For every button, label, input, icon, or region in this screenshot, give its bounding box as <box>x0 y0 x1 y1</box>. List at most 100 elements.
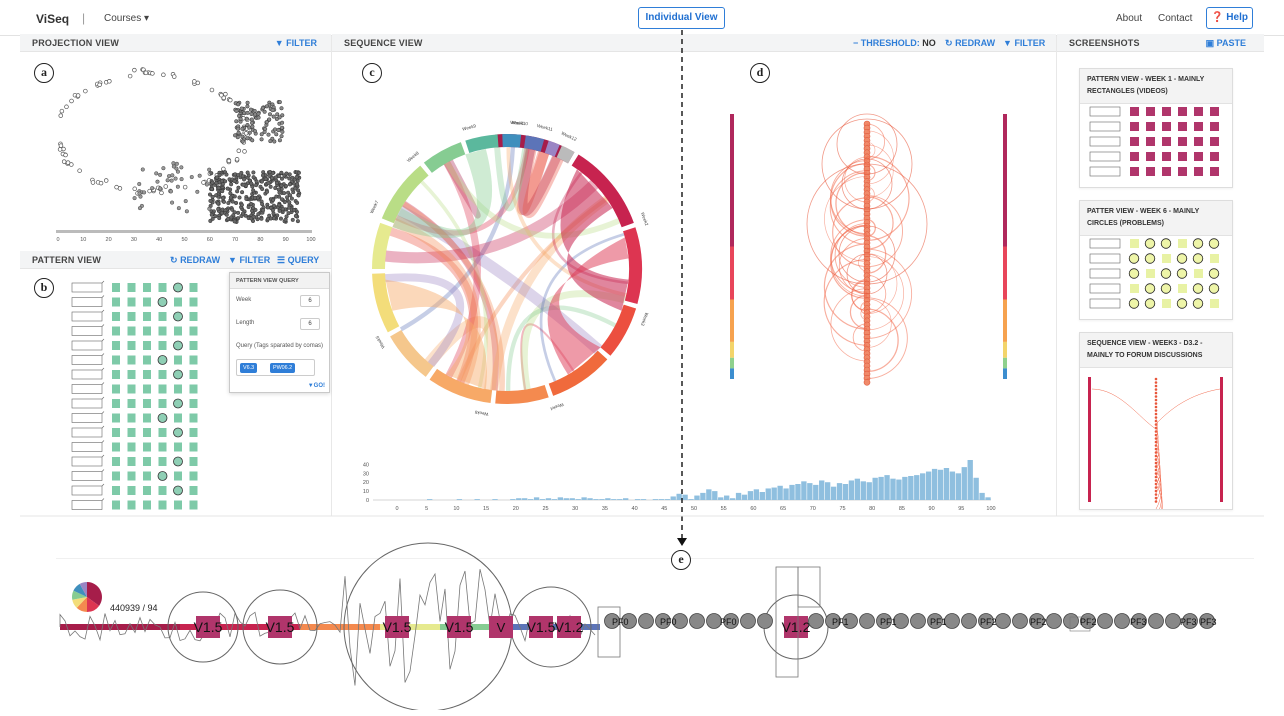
thumb-video-cell <box>1162 107 1171 116</box>
pattern-cell-rect <box>143 384 151 394</box>
sequence-filter-button[interactable]: ▼ FILTER <box>1003 38 1045 48</box>
thumb-cell-circle <box>1128 268 1140 279</box>
scatter-point <box>271 114 276 119</box>
brand-logo[interactable]: ViSeq <box>36 12 70 26</box>
query-go-button[interactable]: ▼GO! <box>308 383 325 389</box>
tags-input[interactable]: V6.3 PW06.2 <box>236 359 315 376</box>
pattern-cell-rect <box>189 428 198 437</box>
screenshot-thumb-2[interactable]: PATTER VIEW - WEEK 6 - MAINLY CIRCLES (P… <box>1079 200 1233 320</box>
video-marker <box>447 616 471 638</box>
thumb-video-cell <box>1194 122 1203 131</box>
scatter-point <box>216 185 221 190</box>
color-bar-segment <box>1003 299 1007 342</box>
panel-marker-c: c <box>362 63 382 83</box>
scatter-point <box>197 173 202 178</box>
x-tick-label: 30 <box>572 506 578 512</box>
screenshot-thumb-3[interactable]: SEQUENCE VIEW - WEEK3 - D3.2 - MAINLY TO… <box>1079 332 1233 510</box>
pattern-cell-circle <box>173 485 183 496</box>
pattern-row-box <box>71 427 103 438</box>
problem-circle <box>995 613 1011 629</box>
tag-chip[interactable]: PW06.2 <box>270 363 296 373</box>
pattern-cell-rect <box>127 442 136 452</box>
scatter-point <box>242 111 247 116</box>
length-select[interactable]: 6 <box>300 318 320 330</box>
screenshot-thumb-1[interactable]: PATTERN VIEW - WEEK 1 - MAINLY RECTANGLE… <box>1079 68 1233 188</box>
projection-scatter-plot[interactable]: 0 10 20 30 40 50 60 70 80 90 100 <box>20 52 331 250</box>
thumb-3-image <box>1088 377 1223 509</box>
pattern-row-tick <box>101 382 105 385</box>
scatter-point <box>237 195 242 200</box>
histogram-bar <box>943 468 950 500</box>
histogram-bar <box>741 494 748 500</box>
thumb-node <box>1154 402 1158 405</box>
pattern-row-box <box>71 384 103 394</box>
histogram-bar <box>593 499 599 500</box>
pattern-cell-circle <box>173 427 183 438</box>
help-button[interactable]: ❓ Help <box>1206 7 1253 29</box>
thumb-video-cell <box>1194 152 1203 161</box>
sequence-filter-label: FILTER <box>1014 38 1046 48</box>
thumb-2-image <box>1089 238 1220 309</box>
pattern-cell-rect <box>112 471 120 481</box>
thumb-cell-rect <box>1146 269 1155 278</box>
scatter-point <box>288 193 293 198</box>
courses-dropdown[interactable]: Courses ▾ <box>104 13 150 24</box>
paste-button[interactable]: ▣ PASTE <box>1206 38 1246 49</box>
help-icon: ❓ <box>1211 12 1224 23</box>
histogram-bar <box>920 473 926 500</box>
x-tick-label: 20 <box>513 506 519 512</box>
scatter-point <box>75 93 81 98</box>
arc-sequence-diagram[interactable] <box>717 104 1037 394</box>
arc-link <box>835 171 868 236</box>
week-select[interactable]: 6 <box>300 295 320 307</box>
thumb-video-cell <box>1210 107 1219 116</box>
contact-link[interactable]: Contact <box>1158 13 1193 24</box>
tag-chip[interactable]: V6.3 <box>240 363 258 373</box>
arc-link <box>844 156 868 203</box>
chord-diagram[interactable]: Week1 Week2 Week3 Week4 Week5 Week6 Week7 Week8… <box>352 84 672 434</box>
projection-filter-button[interactable]: ▼ FILTER <box>275 38 317 48</box>
scatter-point <box>250 124 255 129</box>
scatter-point <box>179 165 184 170</box>
scatter-point <box>219 178 224 184</box>
scatter-point <box>246 204 251 210</box>
scatter-point <box>158 172 163 177</box>
chord-week-label: Week11 <box>536 123 553 132</box>
pattern-filter-button[interactable]: ▼ FILTER <box>228 255 270 265</box>
pattern-cell-rect <box>189 384 198 394</box>
problem-circle <box>944 613 960 629</box>
scatter-point <box>240 190 245 195</box>
scatter-point <box>280 113 285 118</box>
pattern-cell-rect <box>112 283 120 292</box>
scatter-point <box>137 206 143 211</box>
individual-view-button[interactable]: Individual View <box>638 7 725 29</box>
histogram-bar <box>973 477 979 500</box>
thumb-1-title: PATTERN VIEW - WEEK 1 - MAINLY RECTANGLE… <box>1080 69 1232 104</box>
scatter-point <box>83 88 88 94</box>
thumb-arc <box>1155 423 1158 438</box>
about-link[interactable]: About <box>1116 13 1143 24</box>
pattern-grid[interactable] <box>20 269 331 514</box>
panel-marker-d: d <box>750 63 770 83</box>
scatter-point <box>263 177 268 182</box>
thumb-arc <box>1155 428 1159 446</box>
scatter-point <box>77 168 82 173</box>
score-histogram[interactable]: 0 10 20 30 40 0 5 10 15 20 25 30 35 40 45 50 55 60 65 70 75 8… <box>347 454 1037 514</box>
arc-link <box>849 294 868 330</box>
threshold-toggle[interactable]: − THRESHOLD: NO <box>853 38 936 48</box>
scatter-point <box>170 200 175 205</box>
pattern-query-button[interactable]: ☰ QUERY <box>277 255 319 266</box>
chord-week-label: Week9 <box>462 123 477 132</box>
pattern-cell-rect <box>158 486 167 495</box>
thumb-video-cell <box>1162 167 1171 176</box>
pattern-row-tick <box>101 324 105 327</box>
x-tick-label: 50 <box>181 237 187 243</box>
scatter-point <box>234 108 239 113</box>
problem-circle <box>689 613 705 629</box>
sequence-redraw-button[interactable]: ↻ REDRAW <box>945 38 995 49</box>
pattern-redraw-button[interactable]: ↻ REDRAW <box>170 255 220 266</box>
arc-link <box>830 225 868 300</box>
scatter-point <box>207 206 212 211</box>
pattern-cell-rect <box>189 442 198 452</box>
